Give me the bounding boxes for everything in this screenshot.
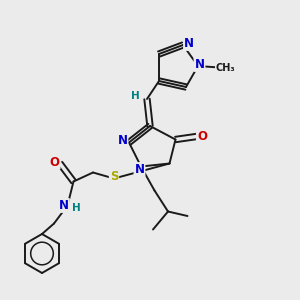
Text: S: S [110, 170, 118, 184]
Text: N: N [59, 199, 69, 212]
Text: CH₃: CH₃ [216, 63, 236, 73]
Text: H: H [72, 203, 81, 213]
Text: N: N [184, 37, 194, 50]
Text: N: N [194, 58, 205, 71]
Text: O: O [50, 155, 60, 169]
Text: O: O [197, 130, 207, 143]
Text: H: H [131, 91, 140, 101]
Text: N: N [134, 163, 145, 176]
Text: N: N [117, 134, 128, 148]
